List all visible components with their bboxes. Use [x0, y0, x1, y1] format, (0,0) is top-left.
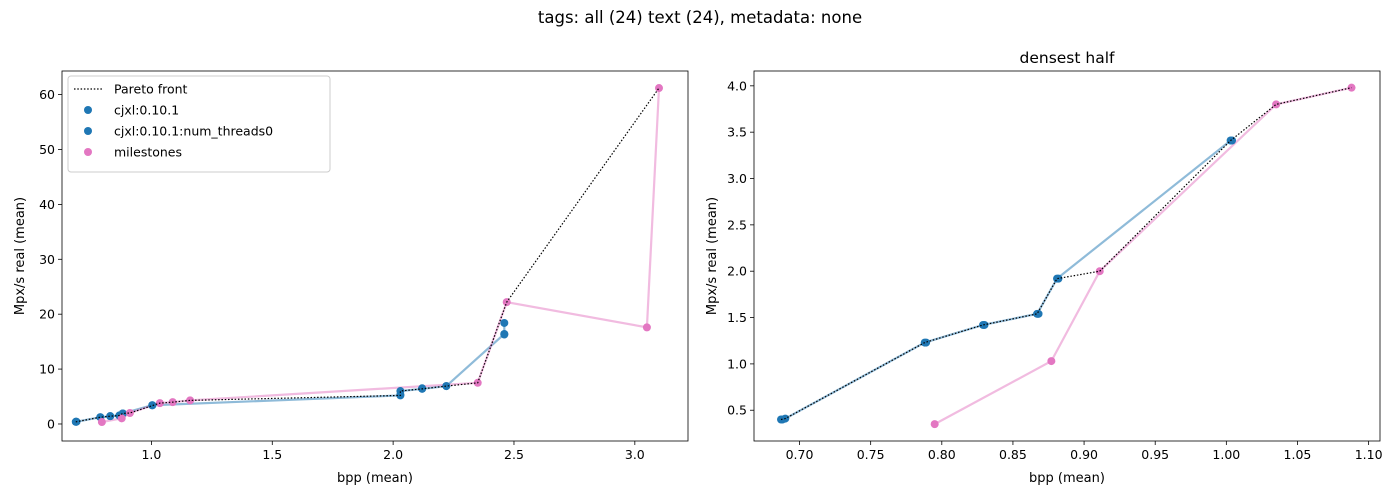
- y-tick-label: 1.5: [727, 310, 747, 325]
- y-tick-label: 50: [39, 142, 55, 157]
- series-line: [75, 322, 506, 423]
- axes-frame: [61, 70, 689, 442]
- x-tick-label: 0.95: [1141, 447, 1169, 462]
- y-tick-label: 2.5: [727, 217, 747, 232]
- legend-entry-label: milestones: [114, 145, 182, 160]
- x-tick-label: 1.10: [1355, 447, 1383, 462]
- x-tick-label: 1.00: [1212, 447, 1240, 462]
- data-point: [500, 318, 509, 327]
- data-point: [1228, 136, 1237, 145]
- data-point: [642, 323, 651, 332]
- data-point: [500, 330, 509, 339]
- y-axis-label: Mpx/s real (mean): [705, 197, 720, 315]
- y-tick-label: 40: [39, 197, 55, 212]
- chart-title: densest half: [1020, 49, 1116, 67]
- plot-area: [71, 84, 663, 427]
- series-line: [934, 86, 1352, 426]
- figure-suptitle: tags: all (24) text (24), metadata: none: [538, 8, 862, 27]
- x-tick-label: 0.90: [1070, 447, 1098, 462]
- data-point: [1034, 309, 1043, 318]
- data-point: [654, 84, 663, 93]
- data-point: [148, 401, 157, 410]
- y-tick-label: 0: [47, 416, 55, 431]
- legend-marker-swatch: [84, 127, 92, 135]
- chart-left: 1.0 1.5 2.0 2.5 3.0 0 10 20 30 40 50 60 bpp (mean) Mp…: [13, 70, 689, 486]
- data-point: [930, 420, 939, 429]
- axes-frame: [753, 70, 1381, 442]
- x-tick-label: 2.5: [504, 447, 524, 462]
- legend-entry-label: Pareto front: [114, 82, 188, 97]
- x-tick-label: 2.0: [383, 447, 403, 462]
- data-point: [186, 396, 195, 405]
- y-tick-label: 60: [39, 87, 55, 102]
- pareto-front-line: [780, 87, 1352, 421]
- x-tick-label: 0.85: [999, 447, 1027, 462]
- data-point: [442, 382, 451, 391]
- y-tick-label: 3.5: [727, 125, 747, 140]
- data-point: [117, 414, 126, 423]
- x-tick-label: 1.5: [262, 447, 282, 462]
- y-tick-label: 3.0: [727, 171, 747, 186]
- plot-area: [777, 83, 1356, 429]
- legend-box: [67, 75, 331, 173]
- x-tick-label: 1.05: [1284, 447, 1312, 462]
- legend: Pareto front cjxl:0.10.1 cjxl:0.10.1:num_t…: [67, 75, 331, 173]
- series-line: [780, 139, 1232, 421]
- y-tick-label: 4.0: [727, 78, 747, 93]
- pareto-front-line: [75, 87, 660, 423]
- data-point: [922, 338, 931, 347]
- data-point: [1047, 357, 1056, 366]
- legend-entry-label: cjxl:0.10.1:num_threads0: [114, 124, 273, 139]
- y-tick-label: 0.5: [727, 403, 747, 418]
- y-axis-label: Mpx/s real (mean): [13, 197, 28, 315]
- legend-marker-swatch: [84, 148, 92, 156]
- y-tick-label: 1.0: [727, 356, 747, 371]
- x-axis-label: bpp (mean): [1029, 471, 1105, 486]
- x-tick-label: 1.0: [141, 447, 161, 462]
- y-tick-label: 10: [39, 362, 55, 377]
- x-tick-label: 0.75: [857, 447, 885, 462]
- y-tick-label: 30: [39, 252, 55, 267]
- y-tick-label: 2.0: [727, 264, 747, 279]
- legend-marker-swatch: [84, 106, 92, 114]
- x-axis-label: bpp (mean): [337, 471, 413, 486]
- chart-densest-half: 0.70 0.75 0.80 0.85 0.90 0.95 1.00 1.05 1.10 0.5 1…: [705, 49, 1383, 486]
- data-point: [106, 412, 115, 421]
- x-tick-label: 0.70: [786, 447, 814, 462]
- data-point: [1272, 100, 1281, 109]
- x-tick-label: 0.80: [928, 447, 956, 462]
- legend-entry-label: cjxl:0.10.1: [114, 103, 179, 118]
- x-tick-label: 3.0: [625, 447, 645, 462]
- y-tick-label: 20: [39, 307, 55, 322]
- data-point: [125, 409, 134, 418]
- data-point: [97, 418, 106, 427]
